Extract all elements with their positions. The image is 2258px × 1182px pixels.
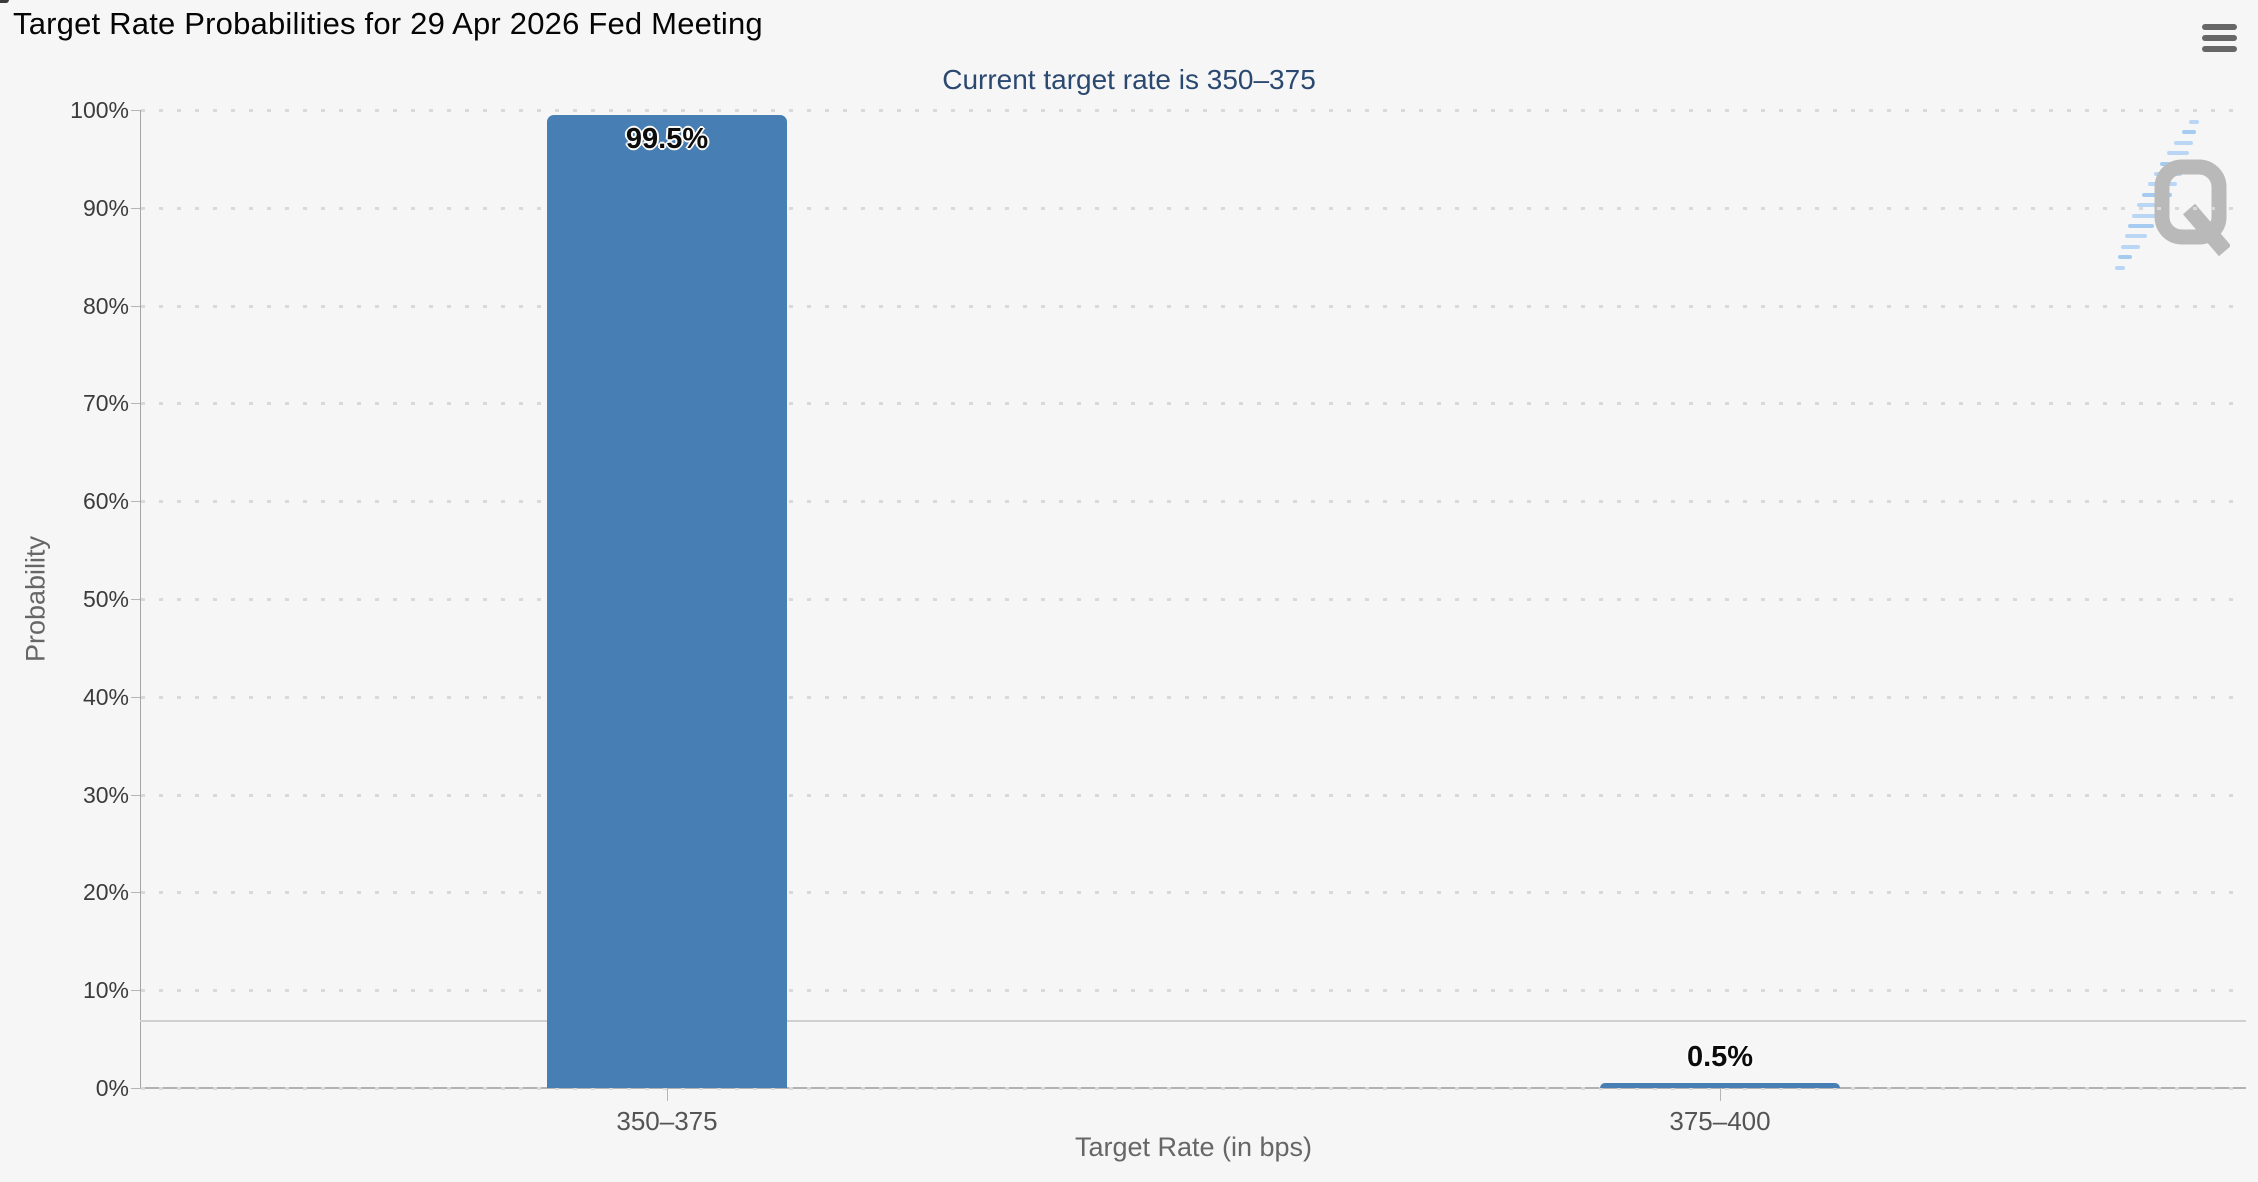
- quikstrike-watermark: [2112, 116, 2232, 272]
- y-tick-label: 100%: [70, 97, 129, 123]
- y-tick: [131, 501, 140, 503]
- y-axis-labels: 0% 10% 20% 30% 40% 50% 60% 70% 80% 90% 100%: [0, 97, 129, 1101]
- probability-bar-350–375[interactable]: [547, 115, 787, 1088]
- y-tick: [131, 403, 140, 405]
- bar-value-label: 0.5%: [1686, 1041, 1754, 1073]
- watermark-dash: [2132, 214, 2160, 218]
- gridline-80: [141, 304, 2246, 308]
- probability-bar-375–400[interactable]: [1600, 1083, 1840, 1088]
- bar-value-label: 99.5%: [625, 123, 709, 155]
- y-tick: [131, 599, 140, 600]
- x-category-label: 350–375: [616, 1106, 718, 1136]
- y-tick-label: 0%: [95, 1075, 129, 1101]
- watermark-dash: [2121, 245, 2140, 249]
- gridline-90: [141, 206, 2246, 210]
- gridline-20: [141, 891, 2246, 895]
- y-tick-label: 50%: [82, 586, 129, 612]
- gridline-30: [141, 793, 2246, 797]
- watermark-dash: [2125, 234, 2147, 238]
- y-tick: [131, 794, 140, 796]
- quikstrike-q-icon: [2152, 158, 2232, 263]
- watermark-dash: [2128, 224, 2154, 228]
- x-axis-title: Target Rate (in bps): [1074, 1132, 1313, 1162]
- chart-title: Target Rate Probabilities for 29 Apr 202…: [13, 6, 763, 41]
- y-tick-label: 20%: [82, 879, 129, 906]
- y-tick: [131, 892, 140, 894]
- reference-line: [140, 1020, 2246, 1023]
- y-tick: [131, 305, 140, 307]
- chart-subtitle: Current target rate is 350–375: [942, 64, 1316, 95]
- gridline-60: [141, 500, 2246, 504]
- watermark-dash: [2167, 151, 2189, 155]
- x-tick: [1720, 1088, 1721, 1101]
- watermark-dash: [2118, 255, 2132, 259]
- y-tick-label: 70%: [82, 390, 129, 417]
- gridline-50: [141, 598, 2246, 601]
- top-left-border-mark: [0, 0, 9, 3]
- x-tick: [667, 1088, 668, 1101]
- watermark-dash: [2174, 141, 2193, 145]
- gridline-100: [141, 109, 2246, 112]
- y-tick: [131, 696, 140, 698]
- watermark-dash: [2182, 130, 2196, 134]
- watermark-dash: [2115, 266, 2125, 270]
- y-tick: [131, 110, 140, 111]
- hamburger-menu-icon[interactable]: [2202, 23, 2237, 53]
- y-tick: [131, 207, 140, 209]
- watermark-dash: [2189, 120, 2199, 124]
- gridline-70: [141, 402, 2246, 406]
- y-tick-label: 60%: [82, 488, 129, 515]
- y-tick-label: 10%: [82, 977, 129, 1004]
- watermark-dash: [2137, 203, 2166, 207]
- y-axis-line: [140, 110, 141, 1088]
- y-tick-label: 30%: [82, 781, 129, 808]
- plot-area: 99.5% 350–375 0.5% 375–400: [131, 109, 2246, 1136]
- y-tick-label: 40%: [82, 683, 129, 710]
- y-tick-label: 80%: [82, 292, 129, 319]
- gridline-40: [141, 695, 2246, 699]
- y-axis-title: Probability: [20, 535, 51, 663]
- y-tick: [131, 1088, 140, 1089]
- y-tick: [131, 990, 140, 992]
- gridline-10: [141, 989, 2246, 993]
- x-category-label: 375–400: [1669, 1106, 1771, 1136]
- gridline-0: [141, 1087, 2246, 1090]
- y-tick-label: 90%: [82, 194, 129, 221]
